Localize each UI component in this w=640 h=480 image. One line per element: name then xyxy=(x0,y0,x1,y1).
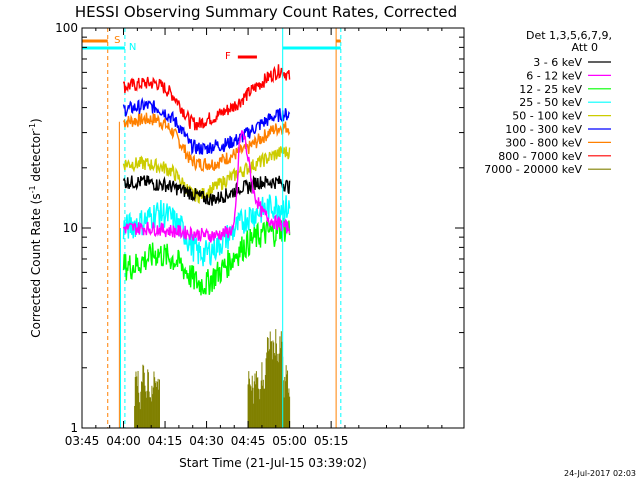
x-tick-label-4: 04:45 xyxy=(231,434,266,448)
legend-header-attenuator: Att 0 xyxy=(572,41,598,54)
legend-item-label-1: 6 - 12 keV xyxy=(526,69,582,82)
series-1-trace xyxy=(122,130,291,243)
x-tick-label-3: 04:30 xyxy=(189,434,224,448)
series-3-trace xyxy=(122,194,291,267)
x-tick-label-5: 05:00 xyxy=(272,434,307,448)
x-tick-label-0: 03:45 xyxy=(65,434,100,448)
flag-label-n: N xyxy=(129,42,136,53)
series-4 xyxy=(122,146,291,205)
chart-title: HESSI Observing Summary Count Rates, Cor… xyxy=(75,3,457,21)
legend-item-label-4: 50 - 100 keV xyxy=(512,110,582,123)
flag-label-f: F xyxy=(225,51,231,62)
y-tick-label-2: 100 xyxy=(55,21,78,35)
series-0-trace xyxy=(122,175,291,206)
x-tick-label-2: 04:15 xyxy=(148,434,183,448)
series-2-trace xyxy=(122,217,291,296)
series-5-trace xyxy=(122,97,291,156)
series-6 xyxy=(122,112,291,173)
legend-item-label-3: 25 - 50 keV xyxy=(519,96,582,109)
legend-item-label-5: 100 - 300 keV xyxy=(505,123,582,136)
series-0 xyxy=(122,175,291,206)
y-tick-label-1: 10 xyxy=(63,221,78,235)
plot-timestamp: 24-Jul-2017 02:03 xyxy=(564,469,636,478)
series-3 xyxy=(122,194,291,267)
flag-label-s: S xyxy=(114,35,120,46)
series-7 xyxy=(122,64,291,131)
series-7-trace xyxy=(122,64,291,131)
series-5 xyxy=(122,97,291,156)
legend-item-label-8: 7000 - 20000 keV xyxy=(484,163,582,176)
y-tick-label-0: 1 xyxy=(70,421,78,435)
legend-item-label-0: 3 - 6 keV xyxy=(533,56,582,69)
series-1 xyxy=(122,130,291,243)
legend-header-detectors: Det 1,3,5,6,7,9, xyxy=(526,29,612,42)
y-axis-ticks: 1 10 100 xyxy=(55,21,464,435)
legend-item-label-6: 300 - 800 keV xyxy=(505,136,582,149)
series-2 xyxy=(122,217,291,296)
y-axis-label: Corrected Count Rate (s-1 detector-1) xyxy=(28,118,43,337)
x-axis-ticks: 03:45 04:00 04:15 04:30 04:45 05:00 05:15 xyxy=(65,28,443,448)
series-8 xyxy=(134,329,291,428)
x-tick-label-6: 05:15 xyxy=(314,434,349,448)
legend-item-label-2: 12 - 25 keV xyxy=(519,83,582,96)
x-axis-label: Start Time (21-Jul-15 03:39:02) xyxy=(179,456,367,470)
series-layer xyxy=(118,28,291,428)
x-tick-label-1: 04:00 xyxy=(106,434,141,448)
legend-item-label-7: 800 - 7000 keV xyxy=(498,150,582,163)
series-6-trace xyxy=(122,112,291,173)
flag-bars: SN F xyxy=(82,35,341,62)
series-4-trace xyxy=(122,146,291,205)
